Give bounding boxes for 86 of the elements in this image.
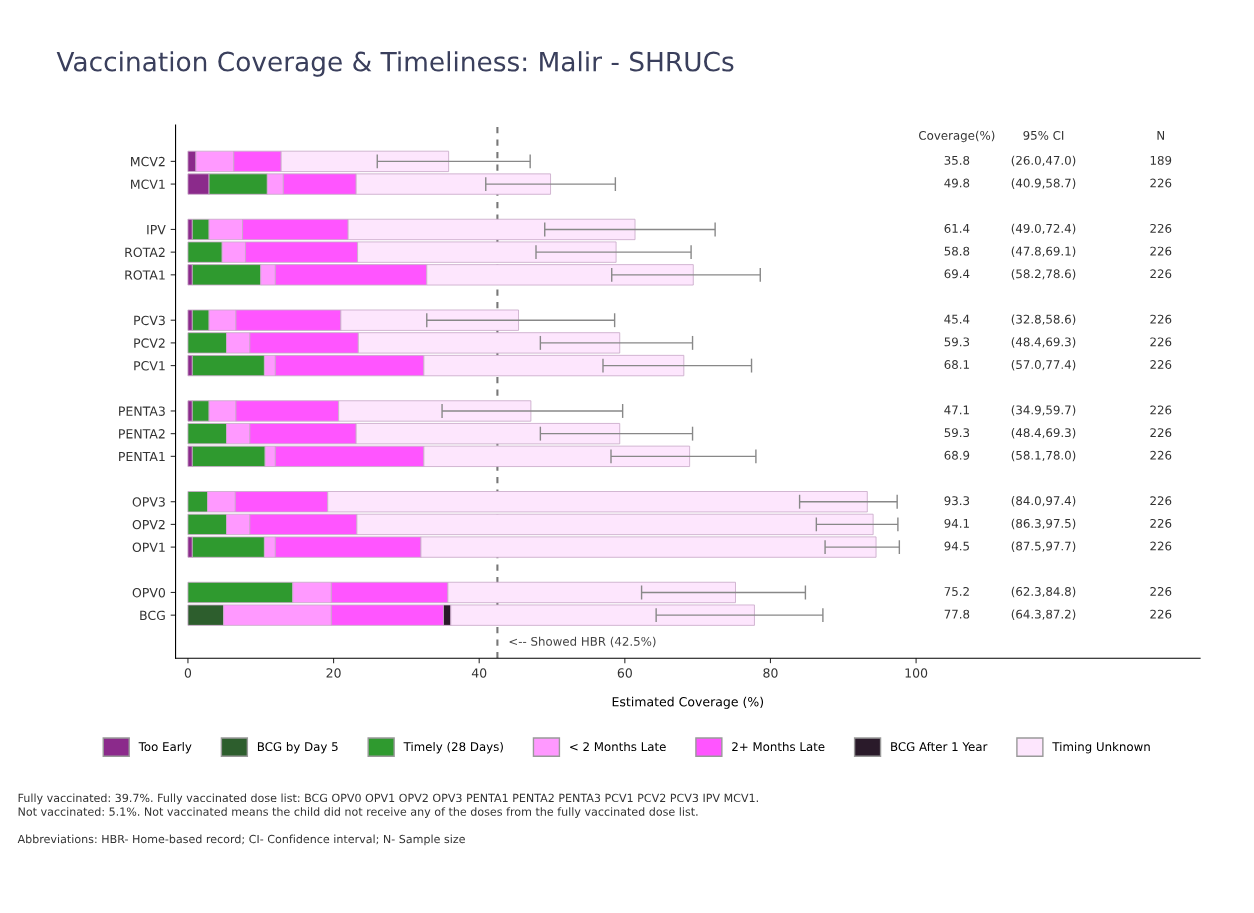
annotation: 47.1 [944,405,969,415]
annotation: 226 [1150,178,1172,188]
annotation: 226 [1150,360,1172,370]
annotation: 35.8 [944,155,970,165]
annotation: 226 [1150,541,1172,551]
annotation: 45.4 [944,314,970,324]
annotation: 49.8 [944,178,970,188]
annotation: 68.1 [944,360,969,370]
annotation: (64.3,87.2) [1011,609,1076,620]
y-tick-label: PCV1 [134,361,165,371]
y-tick-label: IPV [147,225,166,235]
annotation: 226 [1150,518,1172,528]
legend-label: 2+ Months Late [732,741,825,752]
x-tick-label: 20 [326,668,341,678]
annotation: (48.4,69.3) [1011,427,1076,439]
annotation: 226 [1150,428,1172,438]
annotation: 77.8 [944,609,970,619]
annotation: 226 [1150,496,1172,506]
y-tick-label: PCV2 [134,338,165,348]
text: Not vaccinated: 5.1%. Not vaccinated means the child did not receive any of the doses from the fully vaccinated dose list. [18,807,698,818]
y-tick-label: PCV3 [134,315,165,326]
annotation: (48.4,69.3) [1011,337,1076,348]
text: Coverage(%) [919,130,995,143]
y-tick-label: OPV1 [132,542,165,553]
y-tick-label: BCG [140,610,165,621]
y-tick-label: MCV2 [131,156,165,167]
y-tick-label: MCV1 [131,179,165,189]
annotation: 189 [1150,155,1172,165]
y-tick-label: OPV2 [132,519,165,530]
annotation: (58.1,78.0) [1011,450,1076,462]
annotation: 58.8 [944,246,970,256]
legend-label: < 2 Months Late [570,741,666,752]
annotation: (34.9,59.7) [1011,405,1076,416]
y-tick-label: ROTA1 [125,270,165,280]
annotation: (49.0,72.4) [1011,223,1076,235]
annotation: (84.0,97.4) [1011,496,1076,507]
annotation: 226 [1150,223,1172,233]
legend-label: BCG After 1 Year [891,741,988,752]
annotation: 226 [1150,314,1172,324]
x-tick-label: 0 [184,668,192,678]
y-tick-label: ROTA2 [125,247,165,258]
text: Fully vaccinated: 39.7%. Fully vaccinated dose list: BCG OPV0 OPV1 OPV2 OPV3 PENTA1 PENTA2 PENTA3 PCV1 PCV2 PCV3 IPV MCV1. [18,793,758,805]
ref-line-label: <-- Showed HBR (42.5%) [509,636,656,648]
y-tick-label: PENTA1 [119,451,165,462]
annotation: 226 [1150,609,1172,619]
annotation: 226 [1150,405,1172,415]
annotation: 69.4 [944,269,970,279]
annotation: (32.8,58.6) [1011,314,1076,326]
annotation: 226 [1150,450,1172,460]
x-axis-title: Estimated Coverage (%) [612,696,764,709]
annotation: 94.1 [944,518,969,528]
annotation: (87.5,97.7) [1011,541,1076,552]
text: Abbreviations: HBR- Home-based record; CI- Confidence interval; N- Sample size [17,834,465,846]
annotation: 68.9 [944,450,970,460]
x-tick-label: 60 [617,668,632,678]
y-tick-label: OPV0 [132,587,166,598]
annotation: 226 [1150,246,1172,256]
annotation: 93.3 [944,496,970,506]
annotation: 61.4 [944,223,970,233]
y-tick-label: PENTA3 [119,406,165,416]
annotation: (86.3,97.5) [1011,518,1076,530]
x-tick-label: 80 [763,668,778,678]
annotation: (58.2,78.6) [1011,269,1076,280]
legend-label: BCG by Day 5 [257,741,338,754]
annotation: 75.2 [944,586,969,596]
annotation: 59.3 [944,337,970,347]
y-tick-label: OPV3 [132,497,165,507]
chart-title: Vaccination Coverage & Timeliness: Malir - SHRUCs [56,51,734,77]
annotation: (26.0,47.0) [1011,155,1076,167]
y-tick-label: PENTA2 [119,429,165,439]
annotation: 226 [1150,586,1172,596]
text: 95% CI [1023,130,1064,140]
annotation: (40.9,58.7) [1011,178,1076,189]
annotation: 226 [1150,269,1172,279]
annotation: (47.8,69.1) [1011,246,1076,257]
annotation: 59.3 [944,428,970,438]
legend-label: Timing Unknown [1052,741,1150,754]
annotation: (62.3,84.8) [1011,586,1076,598]
x-tick-label: 40 [471,668,487,678]
legend-label: Too Early [138,741,192,754]
text: N [1157,131,1165,140]
annotation: 226 [1150,337,1172,347]
legend-label: Timely (28 Days) [403,741,503,754]
x-tick-label: 100 [905,668,928,678]
annotation: (57.0,77.4) [1011,359,1076,371]
annotation: 94.5 [944,541,969,551]
